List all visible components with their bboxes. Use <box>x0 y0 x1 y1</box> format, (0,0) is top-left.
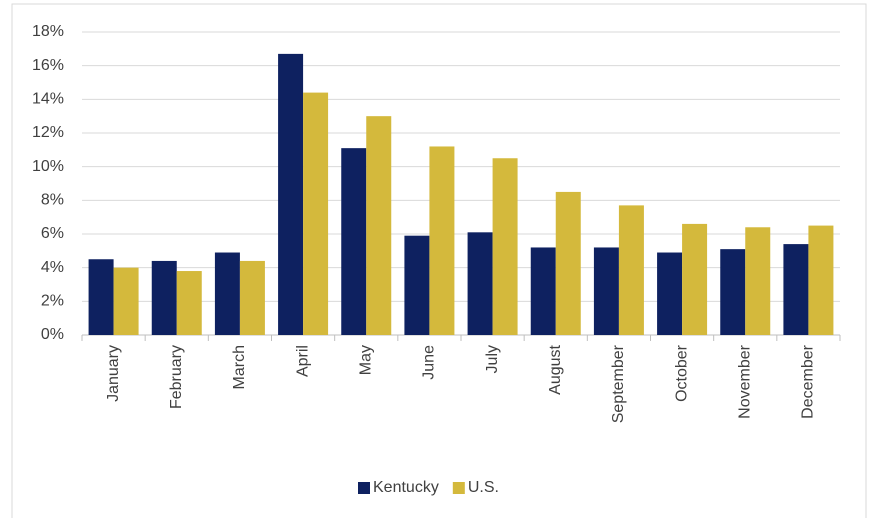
bar <box>341 148 367 335</box>
bar <box>404 235 430 335</box>
bar <box>745 227 771 335</box>
y-tick-label: 6% <box>41 225 64 242</box>
bar <box>467 232 493 335</box>
bar <box>113 267 139 335</box>
legend-label: Kentucky <box>373 479 439 496</box>
bar <box>239 260 265 335</box>
bar <box>429 146 455 335</box>
y-tick-label: 0% <box>41 326 64 343</box>
y-tick-label: 14% <box>32 91 64 108</box>
bar <box>151 260 177 335</box>
bar <box>682 223 708 335</box>
y-tick-label: 8% <box>41 192 64 209</box>
bar <box>720 249 746 335</box>
x-tick-label: May <box>357 345 374 375</box>
bar <box>783 244 809 335</box>
legend-label: U.S. <box>468 479 499 496</box>
bar <box>214 252 240 335</box>
legend-swatch <box>452 482 465 494</box>
y-tick-label: 4% <box>41 259 64 276</box>
bar <box>808 225 834 335</box>
y-tick-label: 12% <box>32 124 64 141</box>
bar <box>303 92 329 335</box>
bar <box>555 191 581 335</box>
x-tick-label: February <box>168 345 185 409</box>
legend-swatch <box>358 482 370 494</box>
x-tick-label: January <box>105 345 122 402</box>
x-tick-label: December <box>800 344 817 418</box>
bar <box>618 205 644 335</box>
x-tick-label: March <box>231 345 248 389</box>
bar <box>593 247 619 335</box>
bar <box>657 252 683 335</box>
x-tick-label: November <box>736 344 753 418</box>
y-tick-label: 16% <box>32 57 64 74</box>
bar <box>88 259 114 335</box>
chart-frame <box>11 3 867 518</box>
x-tick-label: April <box>294 345 311 377</box>
y-tick-label: 2% <box>41 293 64 310</box>
x-tick-label: October <box>673 344 690 402</box>
x-tick-label: July <box>484 345 501 373</box>
bar <box>176 271 202 335</box>
bar <box>278 53 304 336</box>
bar <box>492 158 518 335</box>
x-tick-label: August <box>547 344 564 394</box>
y-tick-label: 18% <box>32 23 64 40</box>
bar <box>530 247 556 335</box>
y-tick-label: 10% <box>32 158 64 175</box>
x-tick-label: June <box>421 345 438 380</box>
x-tick-label: September <box>610 344 627 423</box>
bar <box>366 116 392 336</box>
